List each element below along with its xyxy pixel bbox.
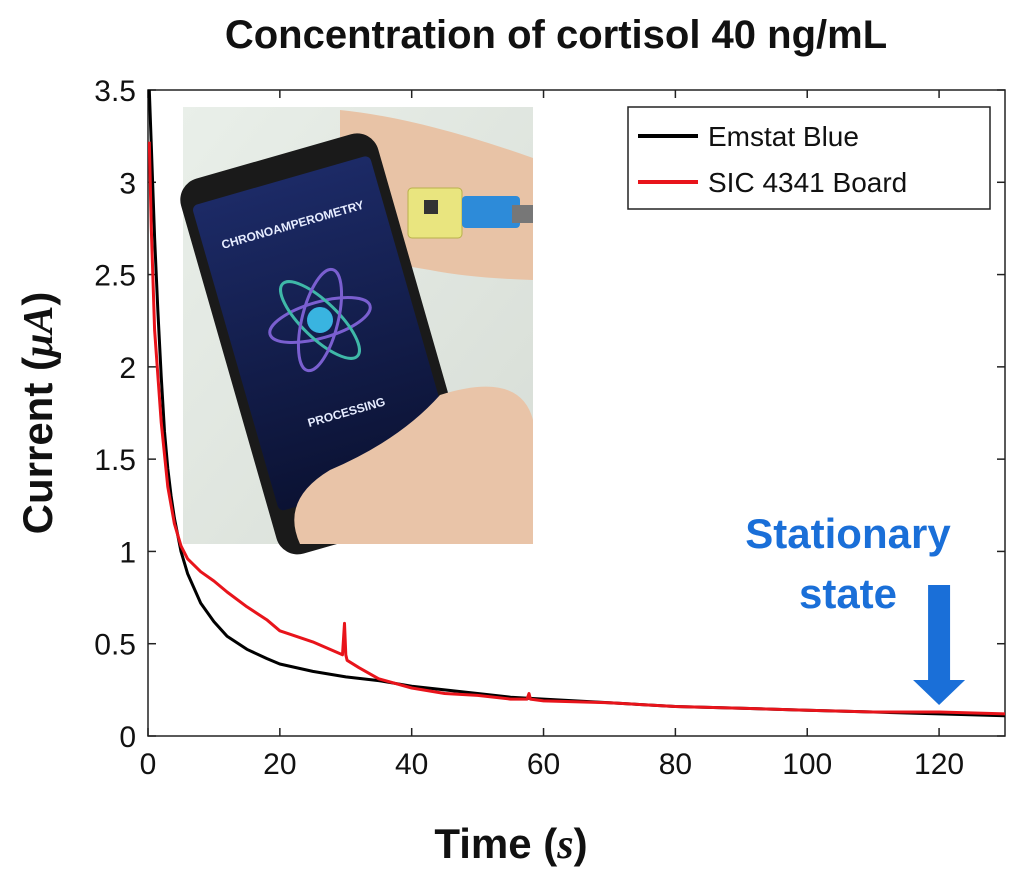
arrow-shaft (928, 585, 951, 683)
y-tick-label: 3 (119, 167, 136, 200)
y-tick-label: 2.5 (94, 260, 136, 293)
x-tick-label: 60 (527, 748, 560, 781)
axis-ticks: 0 20 40 60 80 100 120 0 0.5 1 1.5 2 2.5 3 3.5 (94, 75, 1005, 781)
x-tick-label: 40 (395, 748, 428, 781)
atom-orbit (268, 296, 372, 344)
connector-cable (512, 205, 533, 223)
legend-label-sic-4341-board: SIC 4341 Board (708, 167, 907, 198)
series-layer (148, 90, 1005, 718)
chart-title: Concentration of cortisol 40 ng/mL (225, 13, 887, 57)
x-tick-label: 20 (263, 748, 296, 781)
y-tick-label: 2 (119, 352, 136, 385)
stationary-state-arrow (913, 585, 966, 705)
x-tick-label: 120 (914, 748, 964, 781)
series-line-sic-4341-board (148, 141, 1005, 716)
x-tick-label: 0 (140, 748, 157, 781)
annotation-line-1: Stationary (745, 510, 951, 557)
atom-nucleus (307, 307, 333, 333)
atom-orbit (279, 280, 361, 360)
y-tick-label: 0.5 (94, 629, 136, 662)
atom-orbit (296, 267, 344, 373)
y-tick-label: 1.5 (94, 444, 136, 477)
x-tick-label: 80 (659, 748, 692, 781)
sensor-connector (462, 196, 520, 228)
annotation-line-2: state (799, 570, 897, 617)
sensor-chip (424, 200, 438, 214)
y-axis-label: Current (μA) (14, 292, 62, 535)
legend: Emstat Blue SIC 4341 Board (627, 106, 991, 210)
phone-screen (193, 156, 456, 511)
y-tick-label: 1 (119, 536, 136, 569)
legend-box (627, 106, 991, 210)
legend-label-emstat-blue: Emstat Blue (708, 121, 859, 152)
x-tick-label: 100 (782, 748, 832, 781)
hand-shape (294, 386, 533, 544)
arrow-head (913, 680, 966, 705)
x-axis-label: Time (s) (434, 820, 587, 868)
stationary-state-annotation: Stationary state (745, 510, 966, 705)
y-tick-label: 0 (119, 721, 136, 754)
inset-photo: CHRONOAMPEROMETRY PROCESSING (180, 107, 533, 555)
y-tick-label: 3.5 (94, 75, 136, 108)
